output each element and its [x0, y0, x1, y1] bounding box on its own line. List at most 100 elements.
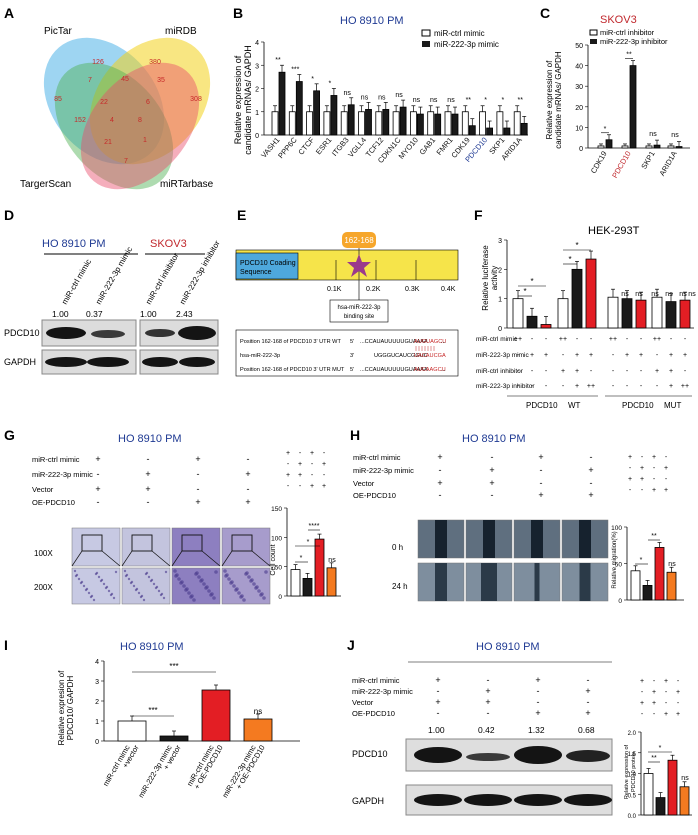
h-side-grid: + - + - - + - + + + - - - - + + [628, 454, 668, 494]
bar-mir-222-mimic [347, 104, 355, 136]
treatment-sign: - [97, 497, 100, 507]
wb-band [514, 794, 562, 806]
treatment-sign: - [641, 454, 644, 461]
stained-cell [187, 591, 191, 595]
significance-label: ns [621, 291, 629, 298]
stained-cell [227, 577, 231, 581]
h-row-label: miR-222-3p mimic [353, 466, 414, 475]
migration-bar [630, 570, 641, 601]
significance-label: * [530, 277, 533, 286]
j-value: 0.68 [578, 725, 595, 735]
y-tick-label: 3 [255, 63, 259, 70]
treatment-sign: + [485, 686, 490, 696]
treatment-sign: - [590, 452, 593, 462]
wb-band [178, 326, 216, 340]
stained-cell [107, 589, 111, 593]
significance-label: * [568, 255, 571, 264]
bar-ctrl-mimic [479, 111, 487, 136]
pdcd10-expression-bar [117, 720, 147, 742]
j-side-grid: + - + - - + - + + + - - - - + + [640, 678, 680, 718]
h-row-label: OE-PDCD10 [353, 491, 396, 500]
wb-band [45, 357, 87, 367]
zoom-line [151, 550, 171, 567]
treatment-sign: - [562, 352, 565, 359]
wound-gap [481, 563, 497, 601]
seq-text: ...CCAUAUUUUUGUAAAA [360, 367, 428, 373]
panel-b-letter: B [233, 5, 243, 21]
treatment-sign: - [653, 711, 656, 718]
significance-label: * [484, 97, 487, 104]
wb-lane: miR-ctrl inhibitor [144, 251, 181, 306]
treatment-sign: + [652, 689, 656, 696]
luciferase-bar [679, 299, 691, 329]
treatment-sign: + [489, 465, 494, 475]
stained-cell [123, 569, 127, 573]
panel-i-title: HO 8910 PM [120, 641, 184, 653]
x-tick-label: PPP6C [276, 135, 299, 160]
bar-ctrl-mimic [340, 111, 348, 136]
treatment-sign: - [653, 465, 656, 472]
seq-seed: AUCAAGCU [414, 367, 446, 373]
wound-gap [483, 520, 495, 558]
wound-healing-images [417, 519, 609, 602]
y-tick-label: 0 [618, 598, 622, 605]
legend-ctrl: miR-ctrl mimic [434, 29, 485, 38]
zoom-box [131, 534, 153, 552]
treatment-sign: + [245, 497, 250, 507]
x-tick-label: PDCD10 [610, 150, 633, 180]
venn-region: 7 [88, 77, 92, 84]
stained-cell [159, 593, 163, 597]
zoom-line [121, 550, 133, 567]
g-mag-100: 100X [34, 549, 53, 558]
stained-cell [137, 591, 141, 595]
y-tick-label: 3 [95, 679, 99, 686]
treatment-sign: - [97, 469, 100, 479]
stained-cell [257, 589, 261, 593]
treatment-sign: - [612, 383, 615, 390]
stained-cell [194, 572, 198, 576]
bar-mir-222-mimic [434, 113, 442, 136]
legend-inhibitor: miR-222-3p inhibitor [600, 37, 668, 46]
wb-band [464, 794, 512, 806]
wb-band [179, 357, 215, 367]
y-tick-label: 100 [611, 525, 622, 532]
venn-region: 1 [143, 137, 147, 144]
treatment-sign: - [323, 472, 326, 479]
tick-label: 0.4K [441, 286, 456, 293]
y-tick-label: 0 [278, 594, 282, 601]
venn-region: 85 [54, 96, 62, 103]
stained-cell [129, 581, 133, 585]
significance-label: ** [275, 57, 281, 64]
bar-mir-222-mimic [313, 90, 321, 136]
significance-label: ns [671, 132, 679, 139]
zoom-line [221, 550, 233, 567]
bar-mir-222-mimic [399, 106, 407, 136]
significance-label: * [575, 241, 578, 250]
panel-b-bars: **VASH1***PPP6C*CTCF*ESR1nsITGB3nsVGLL4n… [259, 57, 528, 165]
y-tick-label: 0.0 [628, 814, 637, 820]
panel-h-ylabel: Relative migration(%) [612, 531, 618, 588]
luciferase-bar [526, 315, 538, 329]
transwell-images [71, 527, 271, 605]
venn-region: 22 [100, 99, 108, 106]
treatment-sign: + [298, 461, 302, 468]
panel-c-ylabel-2: candidate mRNAs/ GAPDH [554, 51, 563, 149]
y-tick-label: 0.5 [628, 793, 637, 799]
treatment-sign: + [575, 352, 579, 359]
wb-row-pdcd10: PDCD10 [4, 328, 40, 338]
wb-lane: miR-ctrl mimic [60, 258, 93, 306]
treatment-sign: + [664, 487, 668, 494]
significance-label: ** [651, 533, 657, 540]
treatment-sign: - [665, 700, 668, 707]
panel-c-title: SKOV3 [600, 14, 637, 26]
stained-cell [109, 593, 113, 597]
venn-mirtarbase [80, 62, 200, 190]
treatment-sign: ++ [681, 383, 689, 390]
f-group-label: PDCD10 [526, 401, 558, 410]
stained-cell [202, 582, 206, 586]
y-tick-label: 1.5 [628, 752, 637, 758]
j-row-pdcd10: PDCD10 [352, 749, 388, 759]
treatment-sign: + [683, 352, 687, 359]
pdcd10-protein-bar [655, 797, 666, 816]
treatment-sign: + [588, 465, 593, 475]
